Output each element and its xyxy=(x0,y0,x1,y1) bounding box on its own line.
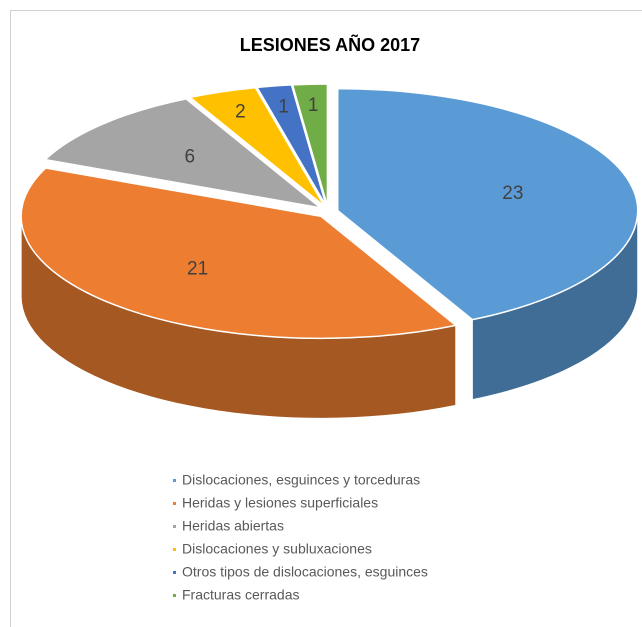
legend-label: Dislocaciones y subluxaciones xyxy=(182,541,372,557)
data-label: 6 xyxy=(185,147,196,168)
data-label: 21 xyxy=(187,259,208,280)
data-label: 1 xyxy=(278,97,289,118)
legend-label: Heridas y lesiones superficiales xyxy=(182,495,378,511)
legend-swatch xyxy=(173,502,176,505)
data-label: 2 xyxy=(235,101,246,122)
pie-slice xyxy=(188,86,326,207)
pie-slice xyxy=(255,84,327,207)
legend-swatch xyxy=(173,548,176,551)
legend-label: Heridas abiertas xyxy=(182,518,284,534)
legend-swatch xyxy=(173,525,176,528)
chart-title: LESIONES AÑO 2017 xyxy=(240,34,420,55)
legend-label: Fracturas cerradas xyxy=(182,587,299,603)
pie-slice xyxy=(336,87,639,321)
legend-label: Dislocaciones, esguinces y torceduras xyxy=(182,472,420,488)
data-label: 23 xyxy=(502,183,523,204)
pie-slice xyxy=(43,98,324,210)
legend-swatch xyxy=(173,479,176,482)
legend-swatch xyxy=(173,571,176,574)
chart-frame xyxy=(10,10,642,627)
pie-slice xyxy=(291,83,329,207)
data-label: 1 xyxy=(308,95,319,116)
pie-slice xyxy=(20,167,458,340)
legend-swatch xyxy=(173,594,176,597)
legend-label: Otros tipos de dislocaciones, esguinces xyxy=(182,564,428,580)
